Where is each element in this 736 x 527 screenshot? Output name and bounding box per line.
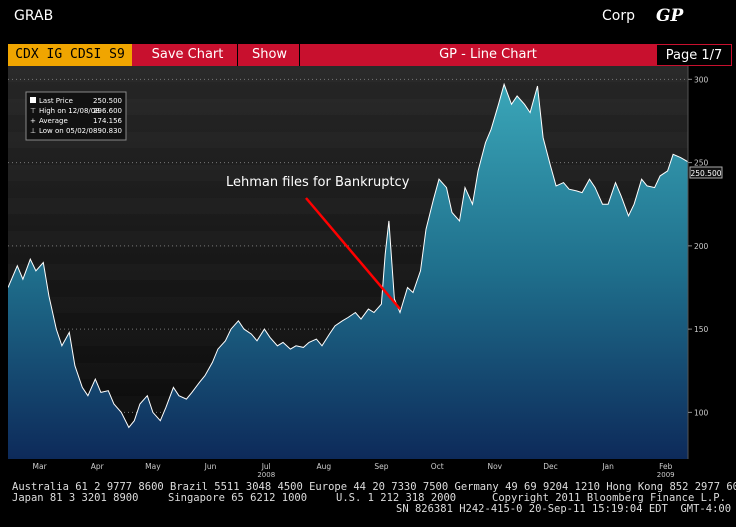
legend-high-label: High on 12/08/08 xyxy=(39,107,100,115)
function-menu-bar: CDX IG CDSI S9 5 Save Chart Show GP - Li… xyxy=(8,44,732,84)
price-area xyxy=(8,84,688,460)
save-chart-button[interactable]: Save Chart xyxy=(138,44,238,66)
y-tick-label: 200 xyxy=(694,242,709,251)
x-year-label: 2008 xyxy=(257,471,275,478)
legend-low-value: 90.830 xyxy=(98,127,123,135)
legend-low-label: Low on 05/02/08 xyxy=(39,127,97,135)
top-bar: GRAB Corp GP xyxy=(0,0,736,44)
chart-function-title: GP - Line Chart xyxy=(439,47,537,62)
x-tick-label: Nov xyxy=(487,462,502,471)
y-tick-label: 250 xyxy=(694,159,709,168)
legend-box xyxy=(25,91,127,141)
x-tick-label: Oct xyxy=(431,462,444,471)
page-indicator[interactable]: Page 1/7 xyxy=(656,44,732,66)
legend-last-price-label: Last Price xyxy=(39,97,73,105)
legend-average-value: 174.156 xyxy=(93,117,122,125)
footer-contacts-us: U.S. 1 212 318 2000 xyxy=(336,492,457,504)
x-year-label: 2009 xyxy=(657,471,675,478)
high-icon: ⊤ xyxy=(30,107,36,115)
price-line xyxy=(7,82,689,429)
chart-legend: Last Price 250.500 ⊤ High on 12/08/08 29… xyxy=(25,91,127,141)
low-icon: ⊥ xyxy=(30,127,36,135)
x-tick-label: Feb xyxy=(659,462,673,471)
y-tick-label: 150 xyxy=(694,325,709,334)
x-tick-label: Jul xyxy=(261,462,271,471)
x-tick-label: May xyxy=(145,462,161,471)
footer-copyright: Copyright 2011 Bloomberg Finance L.P. xyxy=(492,492,726,504)
annotation-arrow xyxy=(305,197,401,310)
footer: Australia 61 2 9777 8600 Brazil 5511 304… xyxy=(8,480,736,527)
function-code-label: GP xyxy=(656,6,684,26)
last-price-badge-box xyxy=(689,166,723,179)
last-price-badge: 250.500 xyxy=(689,166,723,179)
average-icon: + xyxy=(30,117,36,125)
footer-contacts-singapore: Singapore 65 6212 1000 xyxy=(168,492,308,504)
lehman-annotation-text: Lehman files for Bankruptcy xyxy=(226,175,410,190)
x-tick-label: Sep xyxy=(374,462,388,471)
grab-label: GRAB xyxy=(14,8,54,24)
security-ticker-field[interactable]: CDX IG CDSI S9 5 xyxy=(8,44,132,84)
x-tick-label: Mar xyxy=(33,462,48,471)
show-button[interactable]: Show xyxy=(240,44,300,66)
x-tick-label: Apr xyxy=(91,462,105,471)
last-price-badge-text: 250.500 xyxy=(690,169,721,178)
footer-contacts-japan: Japan 81 3 3201 8900 xyxy=(12,492,139,504)
x-tick-label: Dec xyxy=(543,462,558,471)
line-chart-panel: 100 150 200 250 300 Mar Apr May Jun Jul 2008 Aug Se… xyxy=(7,66,732,479)
legend-high-value: 296.600 xyxy=(93,107,122,115)
legend-average-label: Average xyxy=(39,117,68,125)
y-tick-label: 300 xyxy=(694,75,709,84)
x-tick-label: Jun xyxy=(204,462,217,471)
x-tick-label: Aug xyxy=(317,462,332,471)
footer-status-line: SN 826381 H242-415-0 20-Sep-11 15:19:04 … xyxy=(396,503,732,515)
y-tick-label: 100 xyxy=(694,408,709,417)
legend-last-price-value: 250.500 xyxy=(93,97,122,105)
market-sector-label: Corp xyxy=(602,8,635,24)
footer-contacts-line1: Australia 61 2 9777 8600 Brazil 5511 304… xyxy=(12,481,736,493)
last-price-swatch xyxy=(30,97,36,103)
x-tick-label: Jan xyxy=(601,462,614,471)
